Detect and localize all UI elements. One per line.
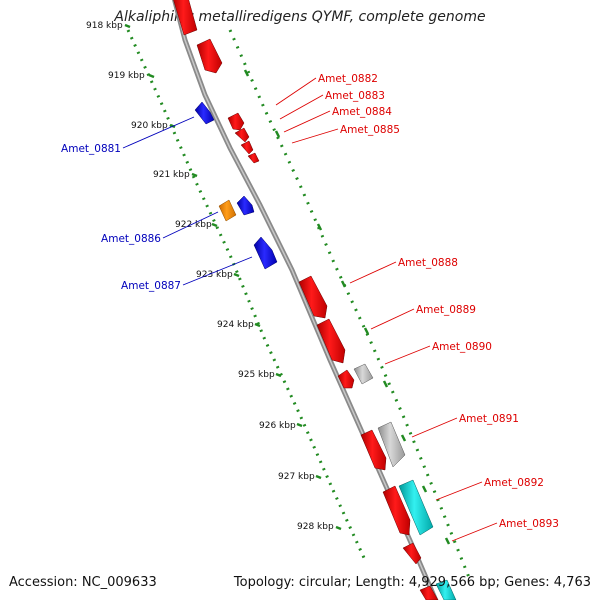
forward-label-leaders [275, 77, 498, 542]
gene-glyph-amet-0889 [316, 318, 346, 364]
ruler-tick-label: 919 kbp [108, 71, 145, 81]
gene-glyph-amet-0892 [398, 479, 434, 536]
reverse-label-leaders [122, 116, 253, 286]
ruler-outer-major-ticks [243, 69, 451, 545]
gene-label-amet-0891[interactable]: Amet_0891 [459, 413, 519, 425]
gene-label-amet-0888[interactable]: Amet_0888 [398, 257, 458, 269]
gene-glyph-bottom-red [419, 585, 439, 600]
gene-label-amet-0885[interactable]: Amet_0885 [340, 124, 400, 136]
forward-gene-labels: Amet_0882 Amet_0883 Amet_0884 Amet_0885 … [318, 73, 559, 530]
gene-glyph-amet-0886 [236, 195, 255, 216]
ruler-tick-label: 922 kbp [175, 220, 212, 230]
gene-label-amet-0887[interactable]: Amet_0887 [121, 280, 181, 292]
gene-glyph-amet-0891 [377, 421, 406, 468]
ruler-tick-label: 926 kbp [259, 421, 296, 431]
gene-glyph-top [173, 0, 198, 36]
gene-glyph-amet-0888 [298, 275, 328, 319]
gene-glyph-amet-0885 [247, 152, 260, 164]
gene-glyph-amet-0883 [234, 127, 250, 143]
ruler-tick-label: 928 kbp [297, 522, 334, 532]
gene-label-amet-0884[interactable]: Amet_0884 [332, 106, 392, 118]
ruler-tick-label: 920 kbp [131, 121, 168, 131]
ruler-tick-label: 921 kbp [153, 170, 190, 180]
forward-gene-glyphs [173, 0, 457, 600]
gene-glyph-amet-0886-orange [218, 199, 237, 222]
ruler-tick-label: 925 kbp [238, 370, 275, 380]
gene-label-amet-0890[interactable]: Amet_0890 [432, 341, 492, 353]
gene-label-amet-0886[interactable]: Amet_0886 [101, 233, 161, 245]
gene-glyph-amet-0890 [353, 363, 374, 385]
gene-label-amet-0882[interactable]: Amet_0882 [318, 73, 378, 85]
gene-glyph-amet-0882 [227, 112, 245, 131]
ruler-tick-label: 918 kbp [86, 21, 123, 31]
accession-text: Accession: NC_009633 [9, 575, 157, 590]
ruler-tick-label: 927 kbp [278, 472, 315, 482]
gene-glyph-amet-0884 [240, 140, 254, 155]
gene-label-amet-0889[interactable]: Amet_0889 [416, 304, 476, 316]
gene-glyph-amet-0892-red [382, 485, 411, 536]
reverse-gene-labels: Amet_0881 Amet_0886 Amet_0887 [61, 143, 181, 292]
gene-glyph-amet-0891-red [360, 429, 387, 471]
genome-summary-text: Topology: circular; Length: 4,929,566 bp… [233, 575, 591, 590]
gene-label-amet-0892[interactable]: Amet_0892 [484, 477, 544, 489]
map-title: Alkaliphilus metalliredigens QYMF, compl… [114, 9, 486, 25]
ruler-inner [126, 29, 367, 561]
gene-label-amet-0893[interactable]: Amet_0893 [499, 518, 559, 530]
ruler-outer [228, 29, 472, 581]
gene-glyph-amet-0890-red [337, 369, 355, 389]
gene-glyph-bottom-cyan [435, 579, 457, 600]
reverse-gene-glyphs [194, 101, 278, 270]
gene-glyph-amet-0881 [194, 101, 215, 125]
ruler-tick-label: 924 kbp [217, 320, 254, 330]
ruler-tick-label: 923 kbp [196, 270, 233, 280]
gene-glyph-amet-0893 [402, 542, 422, 565]
gene-glyph-top-2 [196, 38, 223, 74]
ruler-major-ticks [124, 23, 342, 531]
gene-label-amet-0883[interactable]: Amet_0883 [325, 90, 385, 102]
gene-label-amet-0881[interactable]: Amet_0881 [61, 143, 121, 155]
gene-glyph-amet-0887 [253, 236, 278, 270]
